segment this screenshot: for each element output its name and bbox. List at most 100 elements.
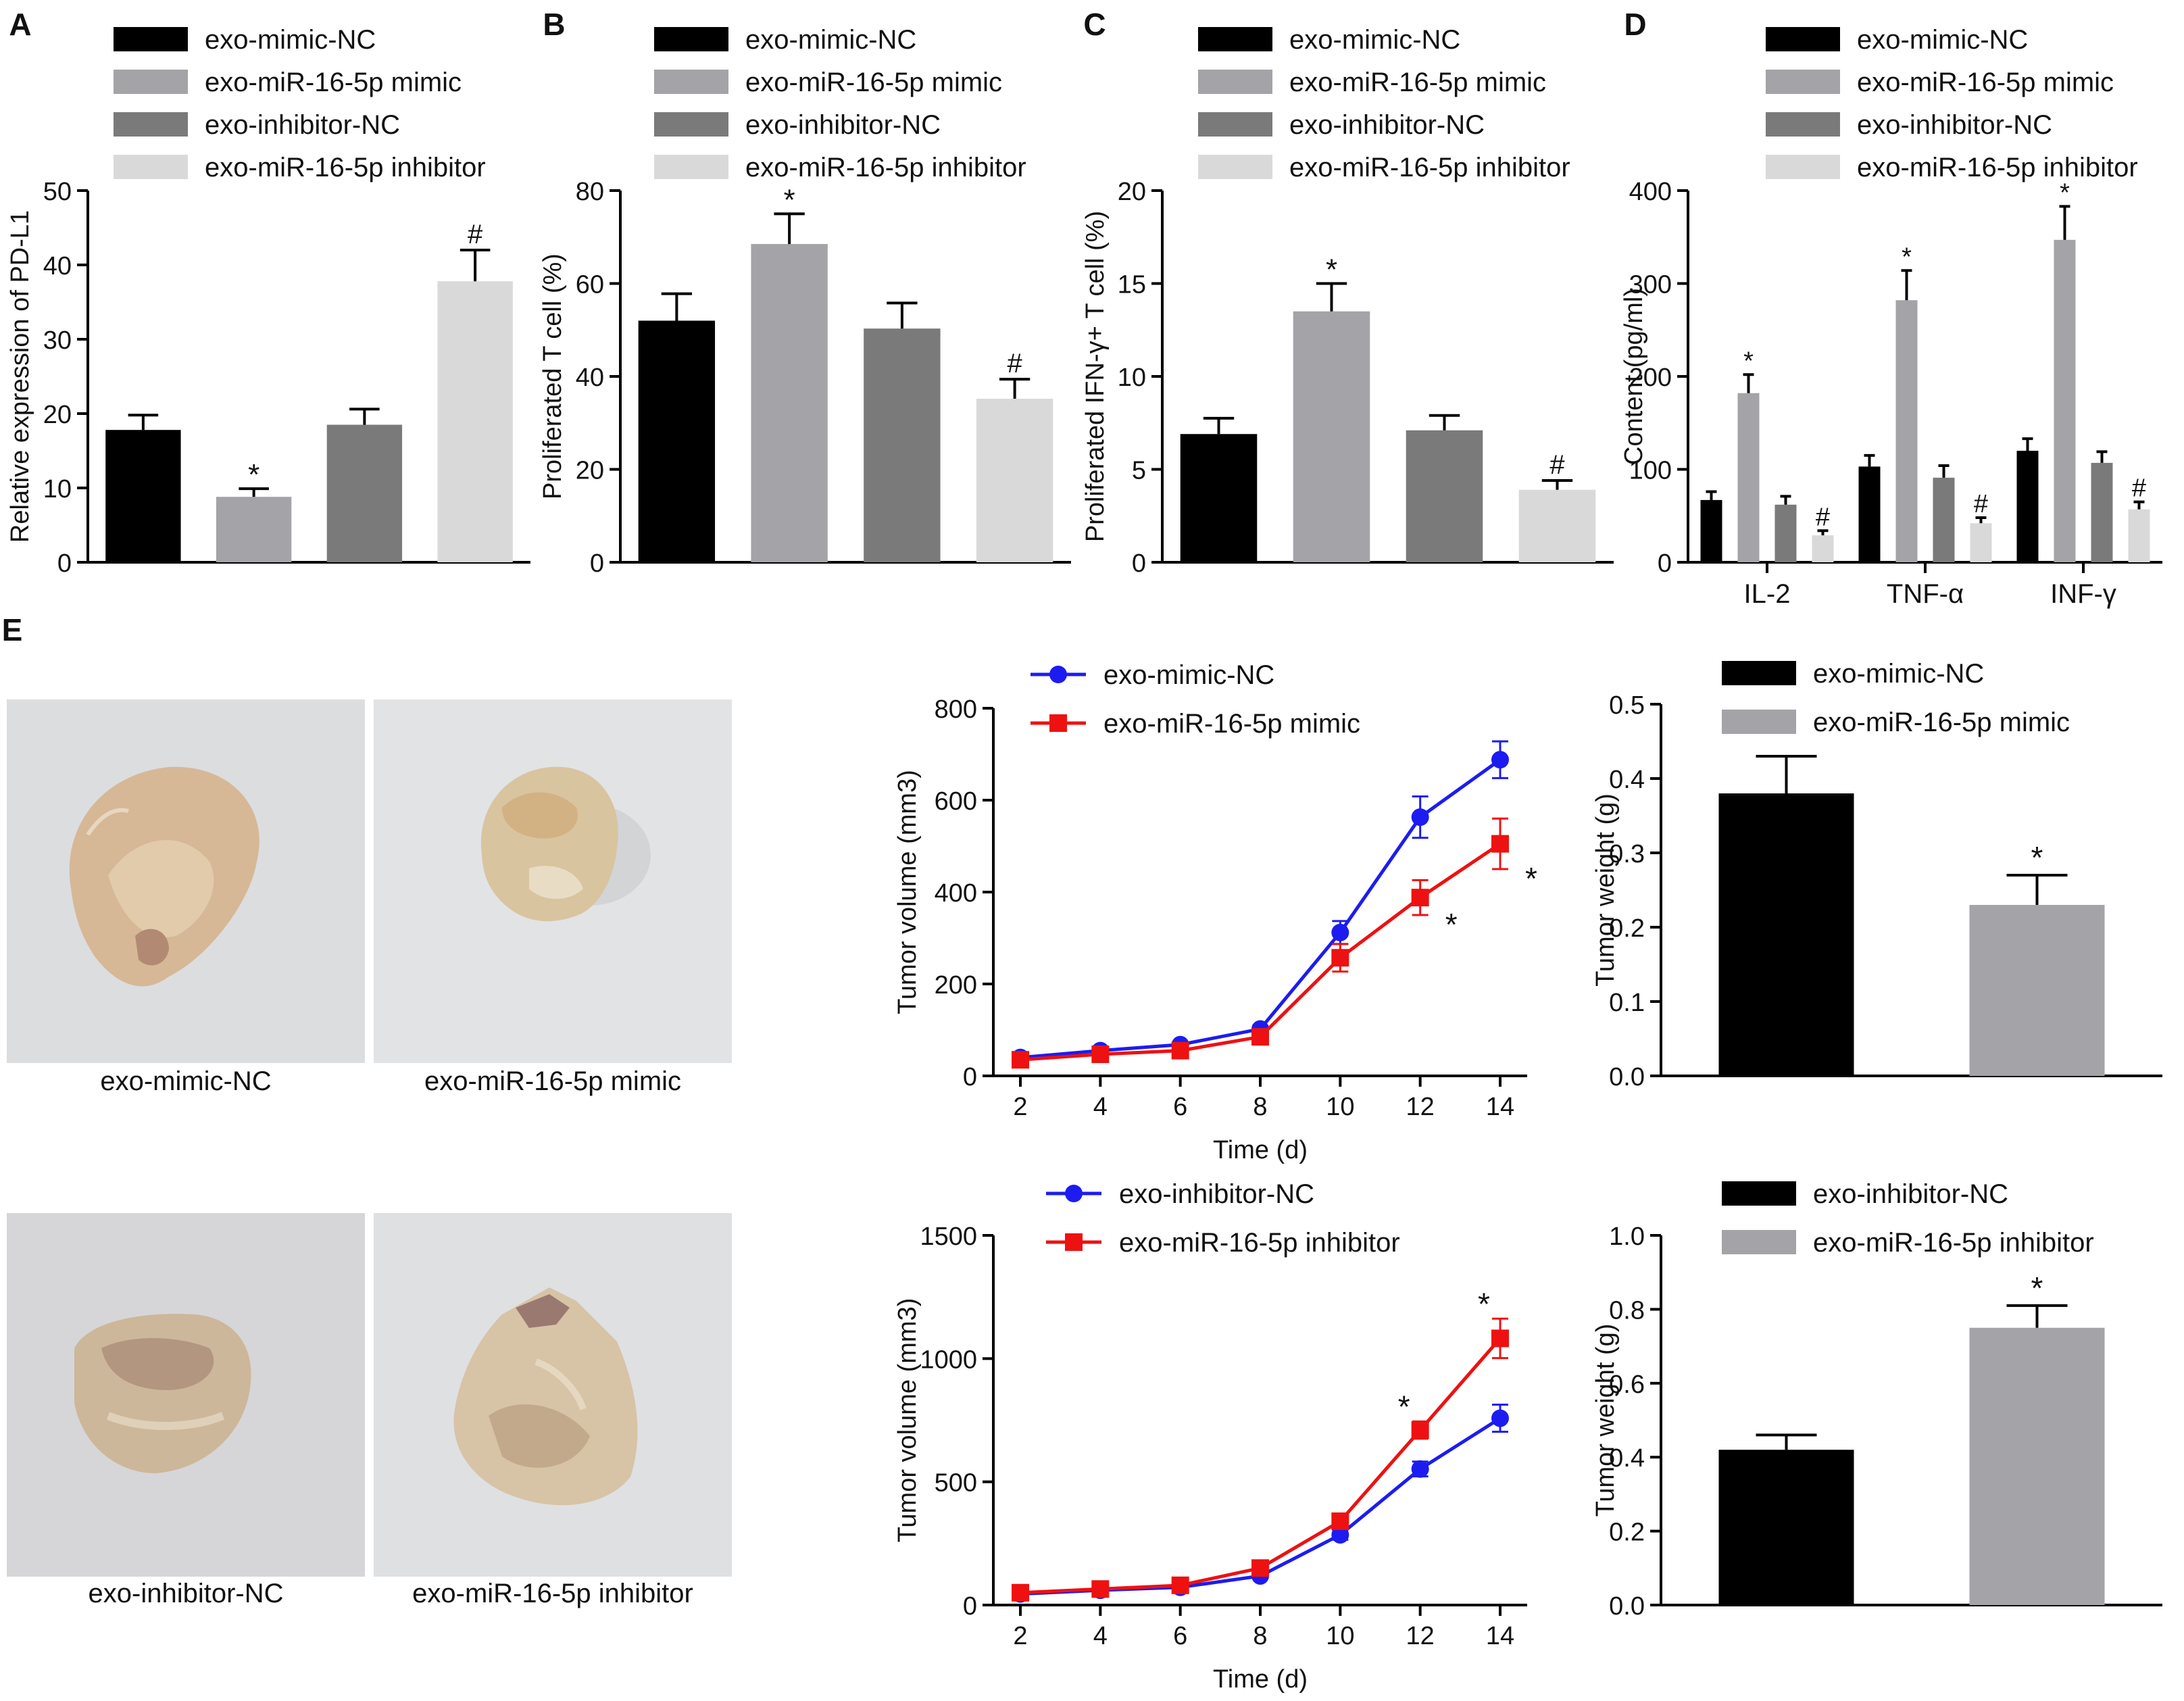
tumor-photo-mimic-nc <box>7 699 365 1063</box>
legend-label: exo-miR-16-5p mimic <box>1813 708 2070 737</box>
legend-swatch <box>1766 70 1840 94</box>
y-tick-label: 100 <box>1629 457 1672 485</box>
y-tick-label: 0.0 <box>1609 1592 1645 1621</box>
x-tick-label: 12 <box>1406 1622 1435 1650</box>
legend-swatch <box>1722 1181 1796 1206</box>
legend-swatch <box>114 155 188 179</box>
y-tick-label: 0 <box>57 549 72 578</box>
y-tick-label: 400 <box>1629 178 1672 206</box>
y-tick-label: 0.2 <box>1609 914 1645 943</box>
bar <box>1895 300 1918 562</box>
legend-marker <box>1065 1233 1083 1251</box>
y-tick-label: 20 <box>576 457 604 485</box>
y-tick-label: 20 <box>43 401 72 429</box>
y-tick-label: 5 <box>1132 457 1146 485</box>
bar <box>2016 451 2039 562</box>
legend-label: exo-miR-16-5p mimic <box>205 68 462 97</box>
y-tick-label: 0.4 <box>1609 1444 1645 1473</box>
photo-caption: exo-miR-16-5p mimic <box>424 1066 682 1096</box>
data-point <box>1331 949 1349 967</box>
y-tick-label: 0 <box>963 1592 977 1621</box>
x-tick-label: 14 <box>1486 1622 1514 1650</box>
x-axis-label: Time (d) <box>1213 1665 1308 1694</box>
significance-mark: * <box>1902 243 1912 271</box>
y-axis-label: Tumor volume (mm3) <box>893 1298 922 1543</box>
bar <box>1518 489 1596 562</box>
data-point <box>1411 808 1429 827</box>
y-tick-label: 0.5 <box>1609 691 1645 720</box>
panel-label-a: A <box>9 7 31 42</box>
bar <box>1933 477 1955 562</box>
x-tick-label: 2 <box>1013 1622 1027 1650</box>
data-point <box>1411 1421 1429 1439</box>
x-tick-label: 10 <box>1326 1622 1354 1650</box>
bar <box>864 328 941 562</box>
y-tick-label: 600 <box>935 787 977 816</box>
bar <box>1700 499 1722 562</box>
legend-label: exo-inhibitor-NC <box>745 110 941 140</box>
tumor-image <box>7 699 365 1063</box>
y-tick-label: 200 <box>1629 364 1672 392</box>
x-tick-label: INF-γ <box>2050 579 2116 609</box>
tumor-image <box>7 1213 365 1577</box>
significance-mark: # <box>1974 490 1988 518</box>
x-tick-label: 6 <box>1173 1093 1187 1121</box>
data-point <box>1091 1045 1110 1064</box>
x-axis-label: Time (d) <box>1213 1136 1308 1164</box>
photo-caption: exo-inhibitor-NC <box>88 1579 284 1608</box>
y-axis-label: Tumor volume (mm3) <box>893 770 922 1014</box>
data-point <box>1251 1559 1269 1577</box>
y-axis-label: Proliferated IFN-γ+ T cell (%) <box>1081 211 1110 542</box>
legend-marker <box>1049 666 1067 683</box>
data-point <box>1491 751 1509 769</box>
bar <box>976 399 1053 562</box>
bar <box>2054 239 2076 562</box>
legend-label: exo-miR-16-5p mimic <box>745 68 1002 97</box>
significance-mark: * <box>2031 1271 2043 1306</box>
significance-mark: * <box>1326 253 1337 287</box>
data-point <box>1251 1028 1269 1046</box>
data-point <box>1491 835 1509 853</box>
y-axis-label: Tumor weight (g) <box>1591 1324 1620 1517</box>
panel-label-b: B <box>543 7 565 42</box>
legend-swatch <box>1722 661 1796 685</box>
legend-label: exo-inhibitor-NC <box>205 110 400 140</box>
bar <box>638 320 716 562</box>
legend-marker <box>1049 714 1067 732</box>
significance-mark: * <box>2060 178 2070 207</box>
tumor-photo-mimic <box>374 699 732 1063</box>
legend-swatch <box>1198 155 1272 179</box>
panel-label-c: C <box>1083 7 1106 42</box>
bar <box>1406 430 1483 562</box>
data-point <box>1331 1512 1349 1531</box>
tumor-image <box>374 699 732 1063</box>
y-tick-label: 0.3 <box>1609 840 1645 868</box>
data-point <box>1491 1329 1509 1348</box>
tumor-image <box>374 1213 732 1577</box>
significance-mark: * <box>248 458 259 491</box>
legend-swatch <box>654 155 728 179</box>
data-point <box>1012 1583 1029 1602</box>
x-tick-label: 14 <box>1486 1093 1514 1121</box>
bar <box>326 424 403 562</box>
legend-label: exo-inhibitor-NC <box>1857 110 2052 140</box>
legend-label: exo-mimic-NC <box>1289 25 1460 55</box>
significance-mark: * <box>784 183 795 216</box>
significance-mark: * <box>2031 840 2043 875</box>
x-tick-label: TNF-α <box>1887 579 1964 609</box>
legend-label: exo-mimic-NC <box>1103 660 1274 690</box>
x-tick-label: 4 <box>1093 1622 1108 1650</box>
data-point <box>1331 1526 1349 1544</box>
data-point <box>1171 1041 1189 1060</box>
y-axis-label: Relative expression of PD-L1 <box>6 210 34 543</box>
x-tick-label: 8 <box>1253 1093 1267 1121</box>
y-tick-label: 30 <box>43 326 72 355</box>
x-tick-label: 12 <box>1406 1093 1435 1121</box>
bar <box>1969 905 2105 1076</box>
y-tick-label: 0.6 <box>1609 1371 1645 1399</box>
bar <box>1970 523 1992 562</box>
y-tick-label: 200 <box>935 971 977 1000</box>
significance-mark: * <box>1478 1286 1490 1321</box>
data-point <box>1091 1580 1110 1598</box>
legend-swatch <box>114 70 188 94</box>
